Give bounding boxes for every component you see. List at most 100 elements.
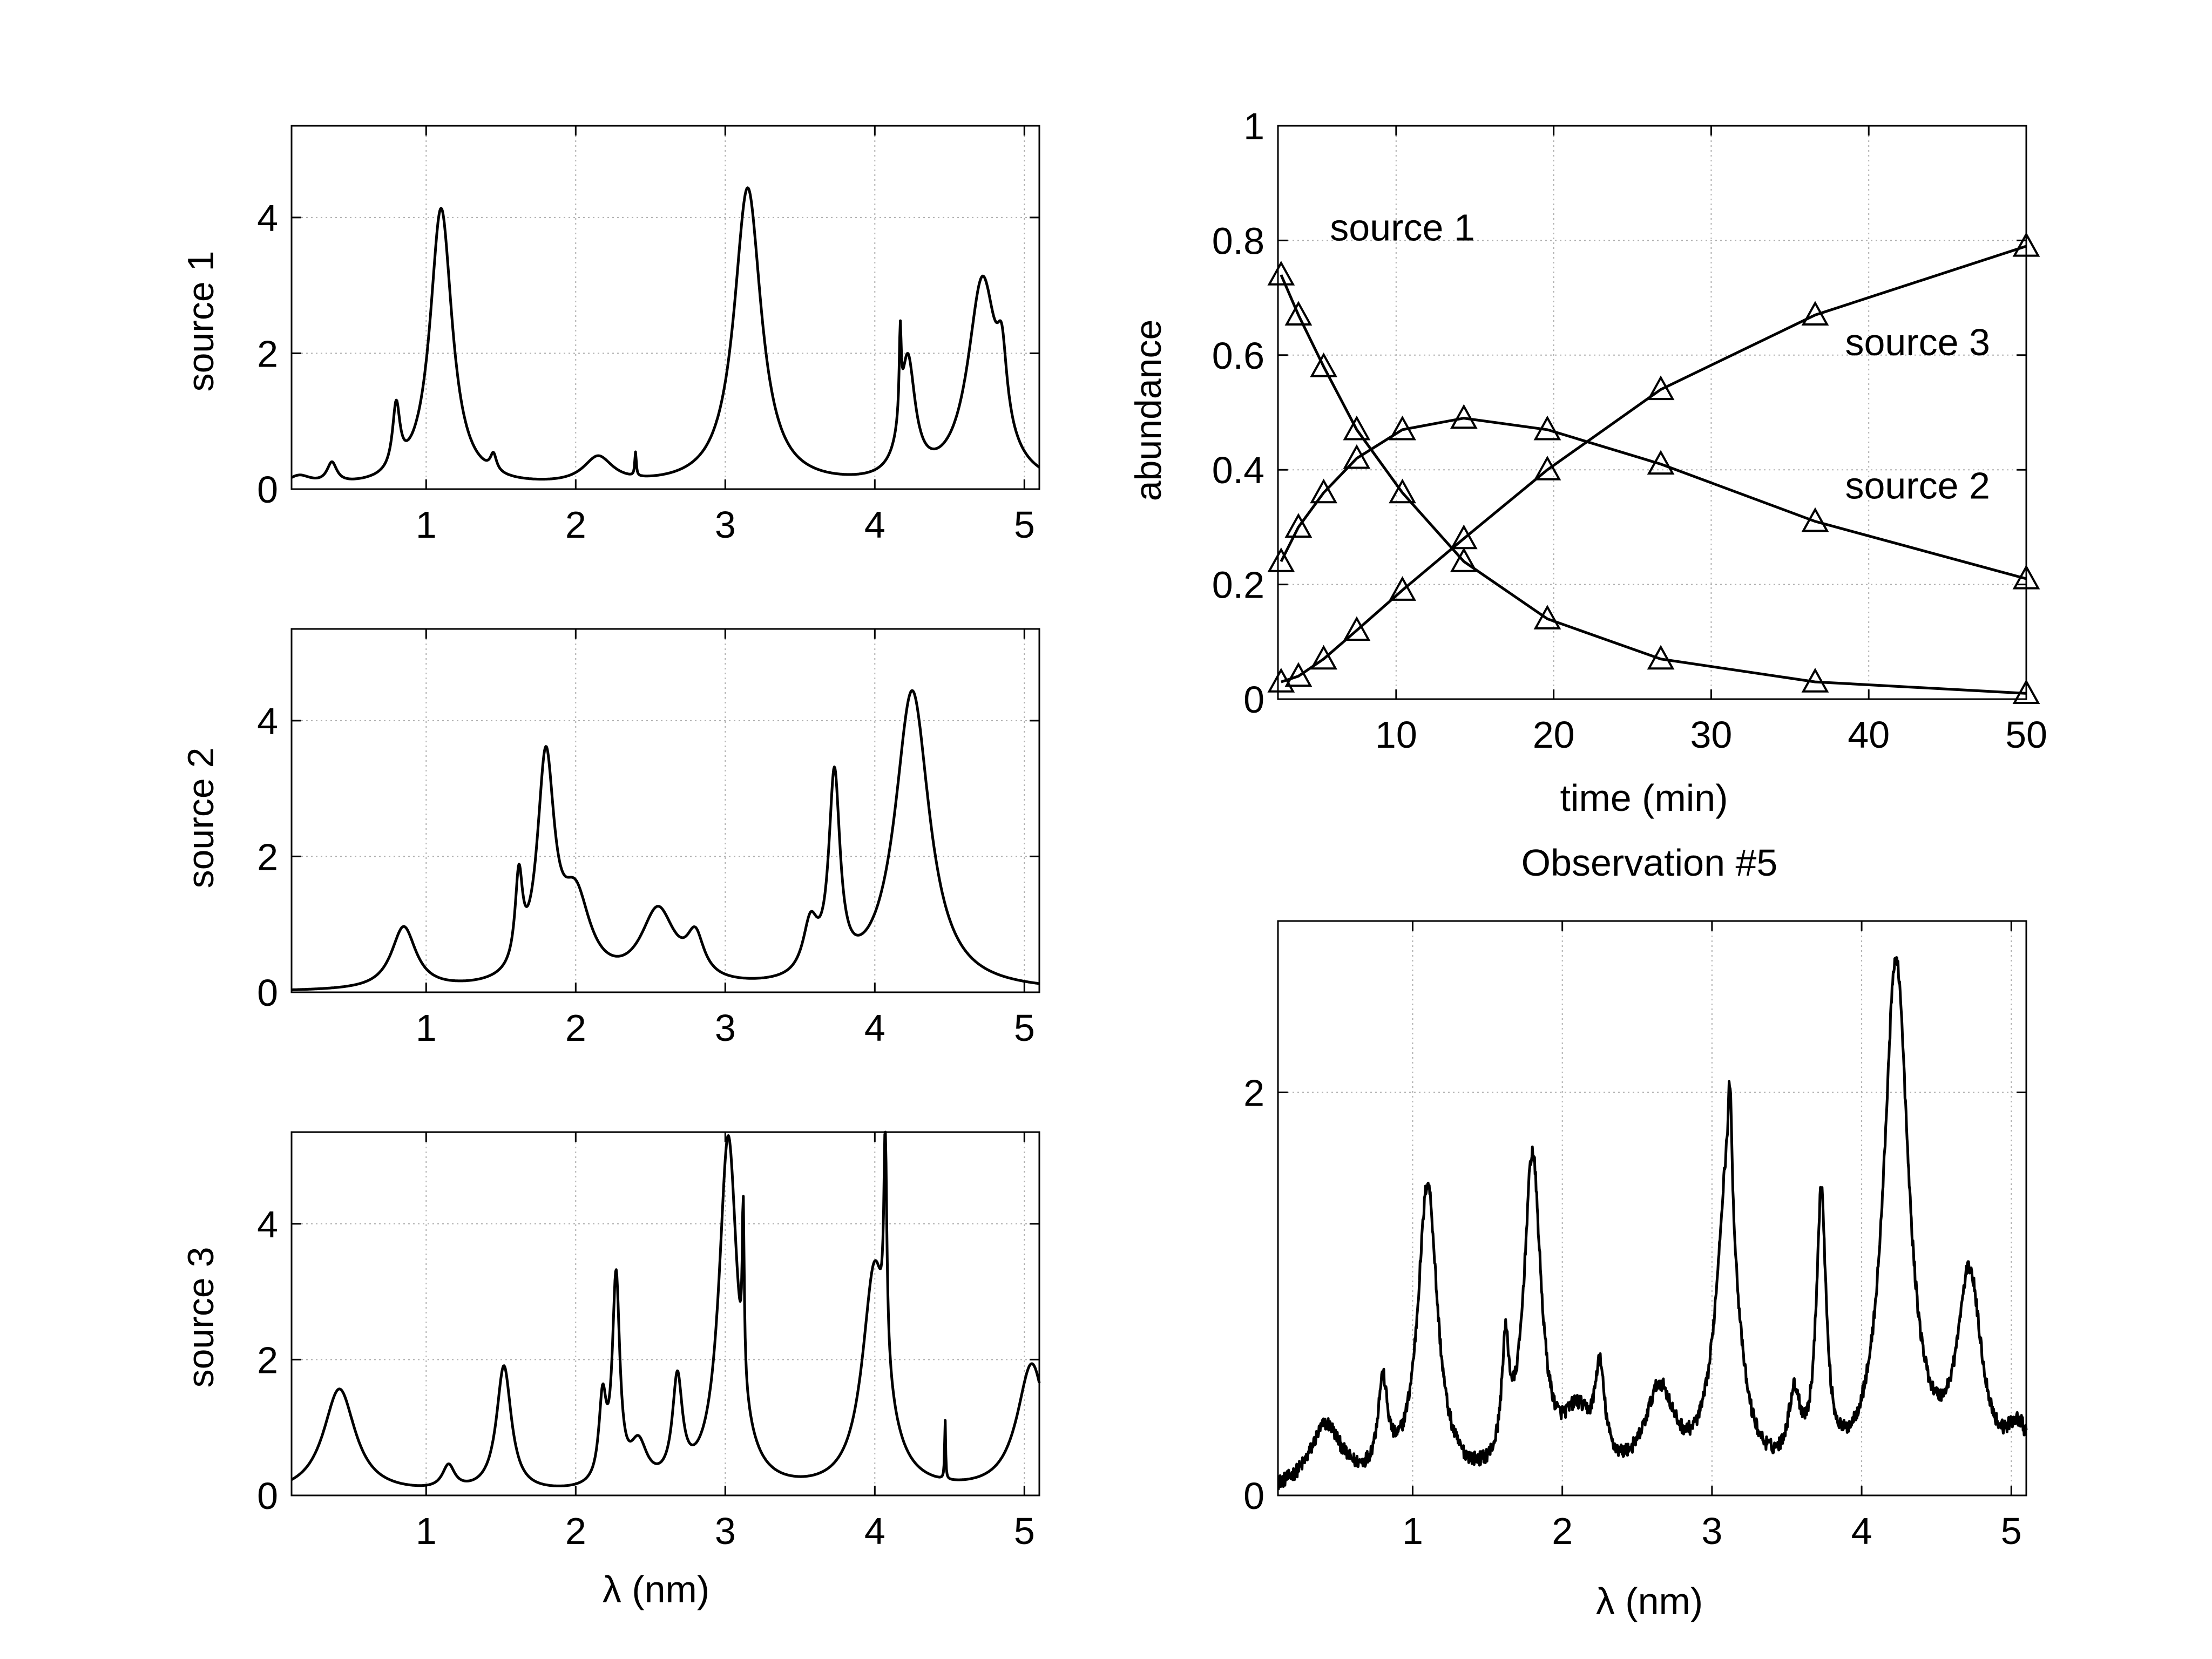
source-1-ylabel: source 1 bbox=[180, 251, 221, 392]
abundance-series-1-marker bbox=[1343, 415, 1371, 441]
abundance-series-3-marker bbox=[1284, 662, 1313, 687]
source-2-ylabel: source 2 bbox=[180, 748, 221, 889]
source2-ytick-label: 2 bbox=[257, 836, 278, 878]
abundance-series-1-marker bbox=[1450, 547, 1478, 572]
abundance-series-1-marker bbox=[1801, 668, 1829, 693]
source1-ytick-label: 0 bbox=[257, 469, 278, 511]
abundance-series-2-marker bbox=[2012, 564, 2040, 590]
abundance-series-2-marker bbox=[1343, 444, 1371, 469]
abundance-xtick-label: 20 bbox=[1533, 714, 1575, 756]
abundance-series-3-marker bbox=[1801, 301, 1829, 326]
abundance-series-2-marker bbox=[1284, 513, 1313, 538]
abundance-series-2-line bbox=[1280, 417, 2027, 580]
abundance-series-3-marker bbox=[1343, 616, 1371, 641]
source2-spectrum-line bbox=[290, 689, 1040, 991]
source1-ytick-label: 4 bbox=[257, 197, 278, 239]
source2-xtick-label: 2 bbox=[565, 1007, 586, 1049]
abundance-xtick-label: 10 bbox=[1375, 714, 1417, 756]
abundance-series-2-marker bbox=[1647, 450, 1675, 475]
source1-ytick-label: 2 bbox=[257, 333, 278, 375]
abundance-xtick-label: 30 bbox=[1690, 714, 1732, 756]
observation-ytick-label: 2 bbox=[1243, 1072, 1264, 1114]
source-3-ylabel: source 3 bbox=[180, 1247, 221, 1388]
abundance-series-1-marker bbox=[1389, 478, 1416, 504]
source3-xtick-label: 1 bbox=[416, 1510, 437, 1552]
observation-ytick-label: 0 bbox=[1243, 1475, 1264, 1517]
abundance-series-3-marker bbox=[1647, 375, 1675, 401]
abundance-annotation-2: source 3 bbox=[1845, 321, 1990, 363]
source3-xtick-label: 5 bbox=[1014, 1510, 1035, 1552]
source2-ytick-label: 4 bbox=[257, 700, 278, 742]
abundance-series-2-marker bbox=[1533, 415, 1561, 441]
source3-frame bbox=[290, 1131, 1040, 1497]
source-2-panel: source 2 1 2 3 4 5 0 2 4 bbox=[180, 628, 1040, 1049]
source1-xtick-label: 4 bbox=[864, 504, 885, 546]
source2-xtick-label: 1 bbox=[416, 1007, 437, 1049]
observation-xtick-label: 5 bbox=[2001, 1510, 2022, 1552]
observation-title: Observation #5 bbox=[1521, 842, 1778, 884]
source1-xtick-label: 5 bbox=[1014, 504, 1035, 546]
abundance-ytick-label: 0 bbox=[1243, 679, 1264, 721]
abundance-series-2-marker bbox=[1389, 415, 1416, 441]
abundance-series-1-line bbox=[1280, 274, 2027, 695]
abundance-frame bbox=[1277, 125, 2027, 700]
abundance-ytick-label: 0.4 bbox=[1212, 449, 1264, 491]
abundance-xtick-label: 50 bbox=[2005, 714, 2047, 756]
source1-spectrum-line bbox=[290, 186, 1040, 481]
observation-spectrum-line bbox=[1277, 956, 2028, 1491]
source3-spectrum-line bbox=[290, 1130, 1041, 1487]
abundance-series-3-marker bbox=[1267, 668, 1295, 693]
source3-xtick-label: 3 bbox=[715, 1510, 736, 1552]
abundance-ytick-label: 0.2 bbox=[1212, 564, 1264, 606]
source1-xtick-label: 3 bbox=[715, 504, 736, 546]
source3-ytick-label: 2 bbox=[257, 1339, 278, 1381]
observation-xtick-label: 3 bbox=[1701, 1510, 1722, 1552]
abundance-panel: abundance time (min) 10 20 30 40 50 0 0.2 0.4 0.… bbox=[1128, 105, 2047, 819]
source2-xtick-label: 3 bbox=[715, 1007, 736, 1049]
abundance-ylabel: abundance bbox=[1128, 320, 1169, 502]
source2-xtick-label: 4 bbox=[864, 1007, 885, 1049]
source3-ytick-label: 0 bbox=[257, 1475, 278, 1517]
observation-frame bbox=[1277, 920, 2027, 1497]
observation-panel: Observation #5 λ (nm) 1 2 3 4 5 0 2 bbox=[1243, 842, 2028, 1622]
source-1-panel: source 1 1 2 3 4 5 0 2 4 bbox=[180, 125, 1040, 546]
source1-xtick-label: 1 bbox=[416, 504, 437, 546]
abundance-series-3-line bbox=[1281, 245, 2027, 683]
abundance-ytick-label: 0.6 bbox=[1212, 335, 1264, 377]
abundance-xtick-label: 40 bbox=[1848, 714, 1890, 756]
abundance-series-1-marker bbox=[1284, 301, 1313, 326]
observation-xtick-label: 4 bbox=[1851, 1510, 1872, 1552]
abundance-series-3-marker bbox=[2012, 232, 2040, 257]
source1-frame bbox=[290, 125, 1040, 490]
abundance-series-2-marker bbox=[1450, 404, 1478, 429]
abundance-annotation-3: source 2 bbox=[1845, 464, 1990, 506]
abundance-series-3-marker bbox=[1389, 576, 1416, 601]
abundance-series-2-marker bbox=[1267, 547, 1295, 572]
observation-xtick-label: 1 bbox=[1402, 1510, 1423, 1552]
source1-xtick-label: 2 bbox=[565, 504, 586, 546]
abundance-series-2-marker bbox=[1801, 507, 1829, 532]
abundance-series-2-marker bbox=[1310, 478, 1338, 504]
source2-ytick-label: 0 bbox=[257, 972, 278, 1014]
abundance-series-3-marker bbox=[1533, 456, 1561, 480]
abundance-series-1-marker bbox=[1647, 645, 1675, 670]
source3-ytick-label: 4 bbox=[257, 1203, 278, 1245]
abundance-series-1-marker bbox=[1310, 352, 1338, 377]
observation-xlabel: λ (nm) bbox=[1596, 1580, 1703, 1622]
source2-xtick-label: 5 bbox=[1014, 1007, 1035, 1049]
source-3-panel: source 3 λ (nm) 1 2 3 4 5 0 2 4 bbox=[180, 1130, 1041, 1610]
observation-xtick-label: 2 bbox=[1552, 1510, 1573, 1552]
abundance-ytick-label: 1 bbox=[1243, 105, 1264, 147]
source2-frame bbox=[290, 628, 1040, 993]
abundance-series-1-marker bbox=[2012, 679, 2040, 704]
source3-xtick-label: 2 bbox=[565, 1510, 586, 1552]
source-3-xlabel: λ (nm) bbox=[603, 1568, 709, 1610]
abundance-ytick-label: 0.8 bbox=[1212, 220, 1264, 262]
abundance-xlabel: time (min) bbox=[1560, 777, 1728, 819]
source3-xtick-label: 4 bbox=[864, 1510, 885, 1552]
abundance-series-1-marker bbox=[1267, 261, 1295, 286]
abundance-series-3-marker bbox=[1450, 524, 1478, 550]
abundance-annotation-1: source 1 bbox=[1330, 206, 1474, 248]
